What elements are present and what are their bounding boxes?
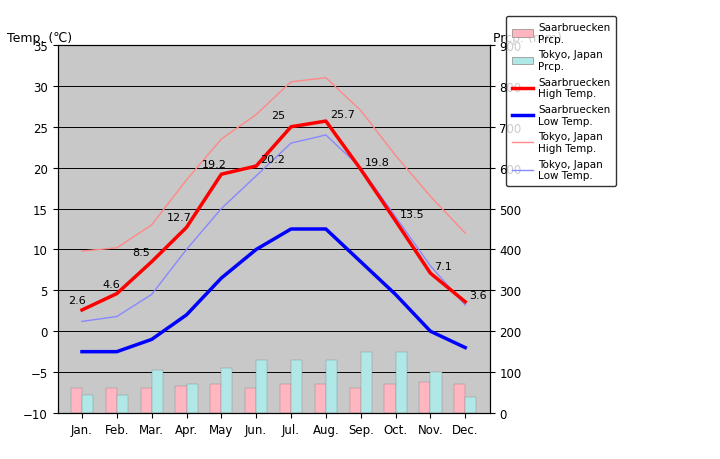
- Bar: [106, 389, 117, 413]
- Bar: [221, 368, 233, 413]
- Bar: [71, 389, 82, 413]
- Bar: [186, 385, 198, 413]
- Bar: [465, 397, 477, 413]
- Bar: [384, 385, 395, 413]
- Text: 20.2: 20.2: [261, 155, 285, 164]
- Text: Prcp. (mm): Prcp. (mm): [493, 32, 562, 45]
- Text: 8.5: 8.5: [132, 247, 150, 257]
- Text: 19.2: 19.2: [202, 160, 227, 170]
- Bar: [152, 371, 163, 413]
- Bar: [431, 372, 441, 413]
- Text: 13.5: 13.5: [400, 209, 424, 219]
- Bar: [256, 360, 267, 413]
- Bar: [82, 395, 93, 413]
- Bar: [117, 395, 128, 413]
- Bar: [176, 386, 186, 413]
- Bar: [395, 352, 407, 413]
- Text: 4.6: 4.6: [103, 279, 121, 289]
- Text: 25.7: 25.7: [330, 110, 355, 120]
- Bar: [291, 360, 302, 413]
- Text: 25: 25: [271, 111, 286, 121]
- Bar: [280, 385, 291, 413]
- Bar: [326, 360, 337, 413]
- Text: 12.7: 12.7: [167, 213, 192, 223]
- Text: 7.1: 7.1: [435, 262, 452, 271]
- Bar: [210, 385, 221, 413]
- Text: Temp. (℃): Temp. (℃): [7, 32, 72, 45]
- Text: 19.8: 19.8: [365, 158, 390, 168]
- Bar: [245, 389, 256, 413]
- Text: 2.6: 2.6: [68, 296, 86, 305]
- Bar: [361, 352, 372, 413]
- Bar: [349, 389, 361, 413]
- Bar: [454, 385, 465, 413]
- Bar: [315, 385, 326, 413]
- Legend: Saarbruecken
Prcp., Tokyo, Japan
Prcp., Saarbruecken
High Temp., Saarbruecken
Lo: Saarbruecken Prcp., Tokyo, Japan Prcp., …: [505, 17, 616, 187]
- Bar: [140, 389, 152, 413]
- Bar: [419, 382, 431, 413]
- Text: 3.6: 3.6: [469, 290, 487, 300]
